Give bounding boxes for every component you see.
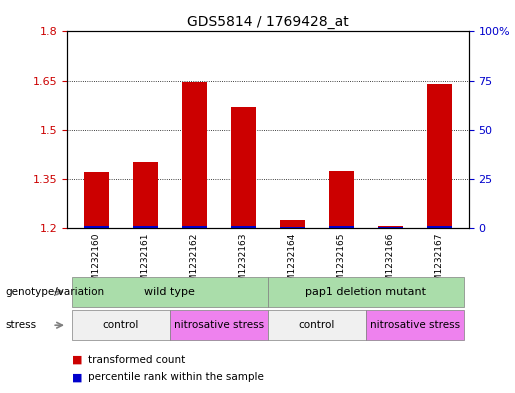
- Text: GSM1232167: GSM1232167: [435, 233, 444, 293]
- Bar: [378, 226, 403, 228]
- Text: pap1 deletion mutant: pap1 deletion mutant: [305, 287, 426, 297]
- Text: GSM1232164: GSM1232164: [288, 233, 297, 293]
- Bar: [133, 162, 158, 228]
- FancyBboxPatch shape: [72, 310, 170, 340]
- Text: nitrosative stress: nitrosative stress: [370, 320, 460, 330]
- Bar: [182, 82, 207, 228]
- Text: transformed count: transformed count: [88, 354, 185, 365]
- Bar: [427, 226, 452, 228]
- Bar: [84, 172, 109, 228]
- FancyBboxPatch shape: [170, 310, 268, 340]
- Bar: [329, 226, 353, 228]
- Text: GSM1232161: GSM1232161: [141, 233, 150, 293]
- Bar: [182, 226, 207, 228]
- FancyBboxPatch shape: [72, 277, 268, 307]
- Bar: [329, 171, 353, 228]
- Bar: [231, 226, 255, 228]
- Text: wild type: wild type: [144, 287, 195, 297]
- Text: ■: ■: [72, 372, 82, 382]
- Text: control: control: [102, 320, 139, 330]
- Text: GSM1232163: GSM1232163: [239, 233, 248, 293]
- Text: GSM1232160: GSM1232160: [92, 233, 101, 293]
- Bar: [84, 226, 109, 228]
- Bar: [133, 226, 158, 228]
- Text: GSM1232166: GSM1232166: [386, 233, 395, 293]
- Bar: [280, 220, 304, 228]
- Bar: [378, 227, 403, 228]
- Text: nitrosative stress: nitrosative stress: [174, 320, 264, 330]
- Text: ■: ■: [72, 354, 82, 365]
- FancyBboxPatch shape: [366, 310, 464, 340]
- Bar: [231, 107, 255, 228]
- Bar: [427, 84, 452, 228]
- Title: GDS5814 / 1769428_at: GDS5814 / 1769428_at: [187, 15, 349, 29]
- Text: percentile rank within the sample: percentile rank within the sample: [88, 372, 264, 382]
- Text: control: control: [299, 320, 335, 330]
- Text: genotype/variation: genotype/variation: [5, 286, 104, 297]
- Text: stress: stress: [5, 320, 36, 331]
- FancyBboxPatch shape: [268, 277, 464, 307]
- FancyBboxPatch shape: [268, 310, 366, 340]
- Text: GSM1232162: GSM1232162: [190, 233, 199, 293]
- Bar: [280, 227, 304, 228]
- Text: GSM1232165: GSM1232165: [337, 233, 346, 293]
